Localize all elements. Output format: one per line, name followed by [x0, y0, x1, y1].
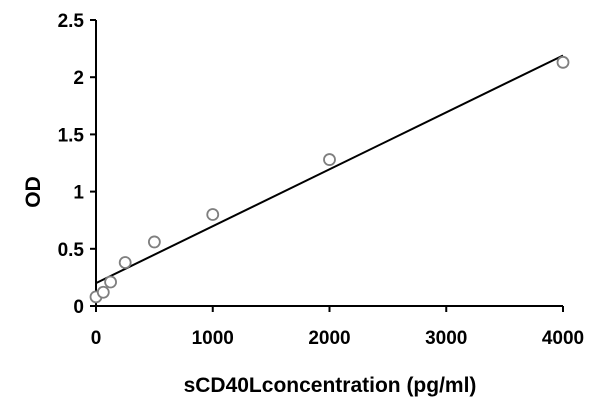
data-point: [96, 285, 110, 299]
y-tick-label: 2.5: [58, 11, 85, 32]
y-axis-label: OD: [22, 176, 45, 208]
x-tick-label: 2000: [308, 328, 350, 349]
data-point: [206, 208, 220, 221]
x-tick-label: 0: [91, 328, 102, 349]
data-point: [118, 256, 132, 269]
trendline: [95, 54, 564, 285]
y-tick-label: 1: [73, 183, 84, 204]
data-point: [147, 235, 161, 249]
x-axis-label: sCD40Lconcentration (pg/ml): [184, 374, 477, 397]
y-tick-label: 1.5: [58, 125, 85, 146]
x-tick-label: 1000: [192, 328, 234, 349]
data-point: [323, 153, 336, 166]
data-point: [556, 55, 570, 69]
y-tick-label: 0.5: [58, 240, 85, 261]
data-point: [104, 275, 117, 289]
x-tick-label: 3000: [425, 328, 467, 349]
y-tick-label: 2: [73, 68, 84, 89]
x-tick-label: 4000: [542, 328, 584, 349]
y-tick-label: 0: [73, 297, 84, 318]
